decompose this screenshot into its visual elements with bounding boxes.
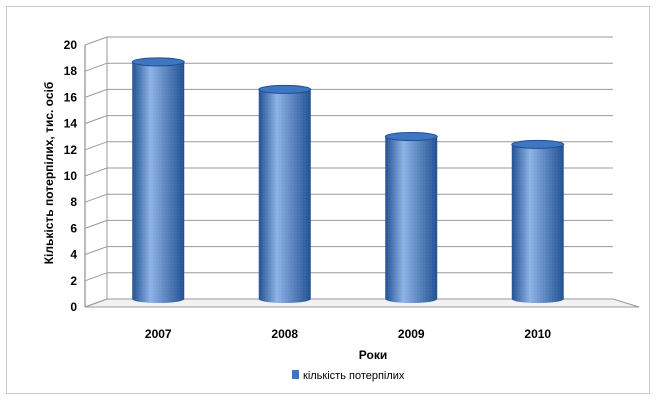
bar-texture <box>132 61 185 303</box>
y-tick-label: 0 <box>70 300 77 314</box>
bar <box>384 132 438 303</box>
bar-top <box>511 139 565 149</box>
gridline-side <box>84 298 108 308</box>
y-tick-label: 8 <box>70 195 77 209</box>
legend-swatch <box>292 370 299 379</box>
chart-container: 0 2 4 6 8 10 12 14 16 18 20 2007 2008 2009 2010 Кільк… <box>6 6 650 394</box>
x-tick-label: 2009 <box>398 327 425 341</box>
y-tick-label: 18 <box>64 64 78 78</box>
gridline-side <box>84 62 108 72</box>
gridline-side <box>84 272 108 282</box>
gridline-side <box>84 219 108 229</box>
bar-top <box>131 57 185 67</box>
bars <box>131 57 565 304</box>
y-axis-title: Кількість потерпілих, тис. осіб <box>42 82 56 265</box>
gridline-side <box>84 36 108 46</box>
y-tick-label: 12 <box>64 143 78 157</box>
bar <box>131 57 185 303</box>
y-axis: 0 2 4 6 8 10 12 14 16 18 20 <box>64 38 78 314</box>
y-tick-label: 14 <box>64 117 78 131</box>
x-tick-label: 2007 <box>145 327 172 341</box>
y-tick-label: 16 <box>64 90 78 104</box>
legend: кількість потерпілих <box>292 370 405 382</box>
bar-texture <box>511 144 564 303</box>
legend-label: кількість потерпілих <box>303 370 405 382</box>
bar <box>511 139 565 303</box>
bar <box>258 84 312 304</box>
gridline-side <box>84 167 108 177</box>
bar-top <box>258 84 312 94</box>
bar-texture <box>385 136 438 303</box>
gridline-side <box>84 141 108 151</box>
bar-texture <box>258 89 311 304</box>
x-axis-title: Роки <box>359 348 387 362</box>
chart-plot: 0 2 4 6 8 10 12 14 16 18 20 2007 2008 2009 2010 Кільк… <box>42 36 640 382</box>
gridline-side <box>84 88 108 98</box>
gridline-side <box>84 115 108 125</box>
y-tick-label: 2 <box>70 274 77 288</box>
y-tick-label: 6 <box>70 221 77 235</box>
x-tick-label: 2010 <box>524 327 551 341</box>
x-axis: 2007 2008 2009 2010 <box>145 327 552 341</box>
y-tick-label: 20 <box>64 38 78 52</box>
gridline-side <box>84 246 108 256</box>
bar-top <box>384 132 438 142</box>
x-tick-label: 2008 <box>271 327 298 341</box>
gridline-side <box>84 193 108 203</box>
y-tick-label: 4 <box>70 248 77 262</box>
y-tick-label: 10 <box>64 169 78 183</box>
